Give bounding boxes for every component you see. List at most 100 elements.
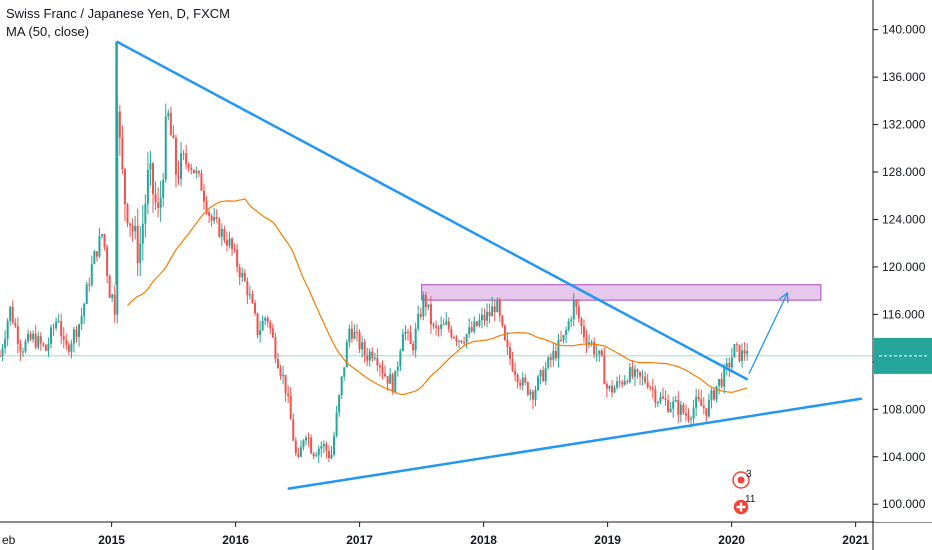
candle-body <box>613 387 616 393</box>
candle-body <box>317 448 320 456</box>
candle-body <box>231 238 234 249</box>
candle-body <box>695 396 698 408</box>
candle-body <box>417 313 420 329</box>
candle-body <box>72 329 75 344</box>
candle-body <box>315 455 318 457</box>
candle-body <box>356 331 358 333</box>
descending-trendline <box>115 40 749 381</box>
candle-body <box>335 412 338 436</box>
candle-body <box>679 404 682 415</box>
candle-body <box>598 350 601 354</box>
candle-body <box>256 313 259 335</box>
candle-body <box>468 327 471 335</box>
candle-body <box>378 365 381 368</box>
candle-body <box>560 339 562 341</box>
symbol-title[interactable]: Swiss Franc / Japanese Yen, D, FXCM <box>6 6 230 21</box>
candle-body <box>557 339 560 359</box>
candle-body <box>588 342 591 345</box>
candle-body <box>149 163 152 170</box>
candle-body <box>743 350 746 354</box>
candle-body <box>656 402 659 404</box>
candle-body <box>225 240 228 246</box>
candle-body <box>287 393 290 396</box>
candle-body <box>389 374 392 384</box>
candle-body <box>544 367 547 382</box>
candle-body <box>14 322 17 327</box>
candle-body <box>710 390 713 400</box>
candle-body <box>348 328 351 343</box>
candle-body <box>261 320 264 331</box>
candle-body <box>628 367 631 382</box>
candle-body <box>483 314 486 321</box>
candle-body <box>399 350 402 367</box>
candle-body <box>80 316 83 325</box>
candle-body <box>90 264 93 285</box>
candle-body <box>266 317 269 323</box>
candle-body <box>27 333 30 342</box>
candle-body <box>42 343 45 345</box>
candle-body <box>210 215 213 221</box>
candle-body <box>146 169 149 204</box>
candle-body <box>44 344 47 351</box>
x-tick-label: 2016 <box>222 533 249 547</box>
candle-body <box>361 342 364 350</box>
candle-body <box>289 395 292 420</box>
candle-body <box>197 171 200 174</box>
indicator-label[interactable]: MA (50, close) <box>6 24 90 39</box>
candle-body <box>414 328 417 351</box>
candle-body <box>259 330 262 335</box>
candle-body <box>519 382 522 386</box>
candle-body <box>39 336 42 344</box>
candle-body <box>723 367 726 387</box>
candle-body <box>238 267 241 278</box>
candle-body <box>565 330 568 335</box>
y-tick-label: 100.000 <box>882 497 926 511</box>
candle-body <box>182 153 185 155</box>
candle-body <box>585 337 588 345</box>
y-tick-label: 124.000 <box>882 212 926 226</box>
candle-body <box>664 398 667 401</box>
candle-body <box>480 314 483 321</box>
candle-body <box>0 355 1 357</box>
candle-body <box>702 405 705 409</box>
candle-body <box>662 396 664 399</box>
candle-body <box>67 344 70 352</box>
candle-body <box>172 135 175 138</box>
candle-body <box>473 321 476 332</box>
candle-body <box>159 197 162 208</box>
candle-body <box>475 321 478 326</box>
candle-body <box>233 248 236 250</box>
candle-body <box>386 376 389 384</box>
candle-body <box>440 324 443 329</box>
chart-legend[interactable]: Swiss Franc / Japanese Yen, D, FXCM MA (… <box>6 5 230 41</box>
candle-body <box>251 294 254 304</box>
candle-body <box>144 203 147 224</box>
candle-body <box>437 327 440 329</box>
candle-body <box>503 325 506 340</box>
candle-body <box>432 324 435 326</box>
candle-body <box>401 334 404 351</box>
candle-body <box>118 111 121 138</box>
candle-body <box>582 326 585 338</box>
projection-arrow-line <box>748 292 789 374</box>
candle-body <box>121 137 124 170</box>
candle-body <box>465 334 468 343</box>
candle-body <box>409 332 412 345</box>
candle-body <box>593 342 596 355</box>
candle-body <box>488 311 491 317</box>
candle-body <box>358 332 361 350</box>
candle-body <box>282 374 285 376</box>
candle-body <box>600 350 603 356</box>
candle-body <box>322 443 325 447</box>
candle-body <box>552 350 555 360</box>
candle-body <box>220 229 223 237</box>
candle-body <box>674 399 677 402</box>
candle-body <box>404 331 407 335</box>
candle-body <box>450 329 453 337</box>
candle-body <box>312 453 315 457</box>
candle-body <box>152 163 154 195</box>
candle-body <box>672 401 675 409</box>
candle-body <box>633 369 636 377</box>
